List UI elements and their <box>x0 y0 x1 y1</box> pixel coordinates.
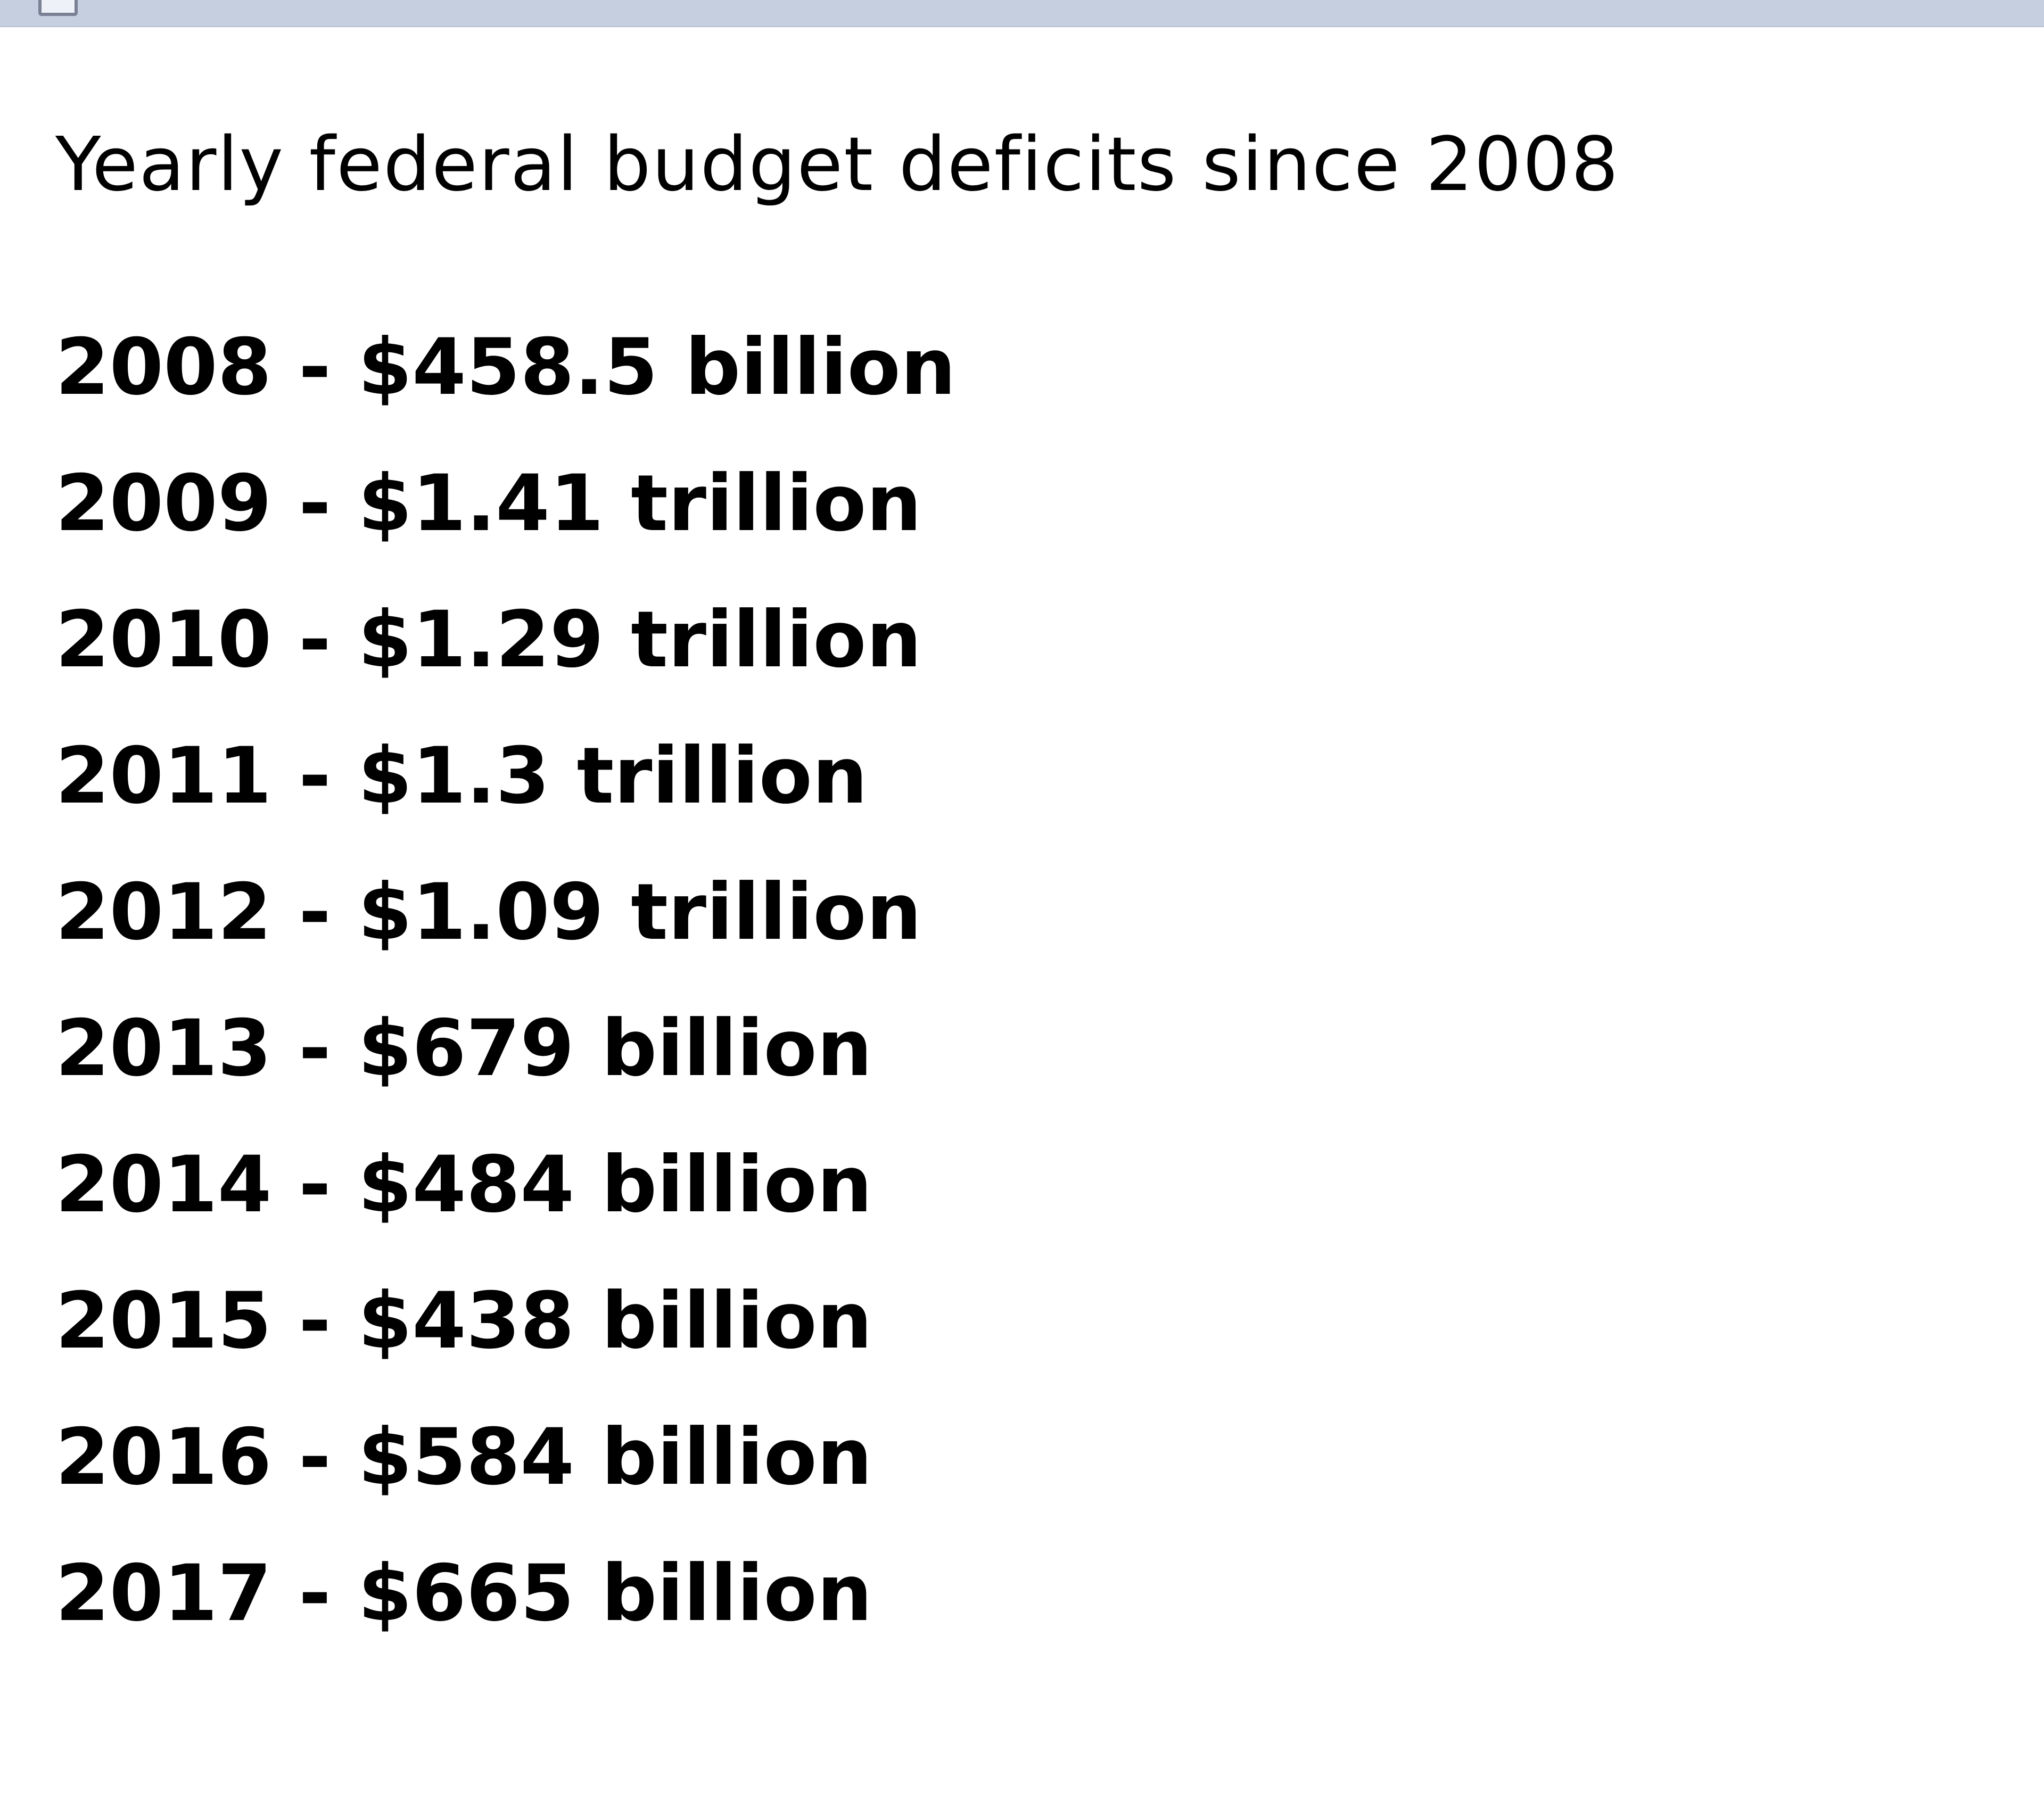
list-item: 2015 - $438 billion <box>55 1276 872 1366</box>
list-item: 2016 - $584 billion <box>55 1412 872 1502</box>
list-item: 2013 - $679 billion <box>55 1003 872 1094</box>
window-top-bar <box>0 0 2044 27</box>
list-item: 2017 - $665 billion <box>55 1548 872 1639</box>
list-item: 2009 - $1.41 trillion <box>55 458 922 549</box>
list-item: 2008 - $458.5 billion <box>55 322 956 412</box>
list-item: 2012 - $1.09 trillion <box>55 867 922 957</box>
list-item: 2011 - $1.3 trillion <box>55 731 868 821</box>
window-control-icon[interactable] <box>38 0 78 16</box>
page-title: Yearly federal budget deficits since 200… <box>55 121 1620 208</box>
list-item: 2014 - $484 billion <box>55 1139 872 1230</box>
list-item: 2010 - $1.29 trillion <box>55 594 922 685</box>
deficit-list: 2008 - $458.5 billion 2009 - $1.41 trill… <box>55 314 956 1676</box>
